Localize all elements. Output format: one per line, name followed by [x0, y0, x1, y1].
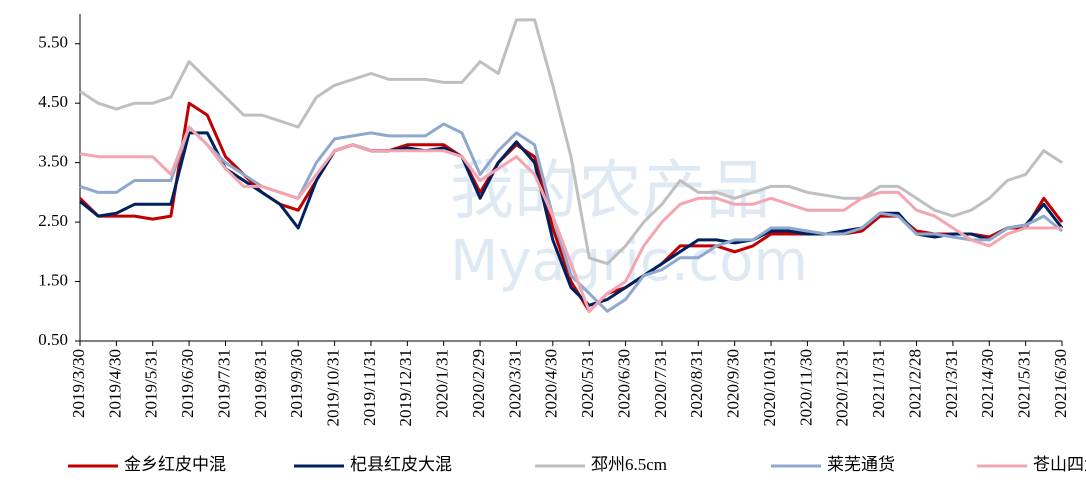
legend-label: 金乡红皮中混	[124, 455, 226, 474]
x-tick-label: 2021/3/31	[942, 349, 961, 418]
x-tick-label: 2019/6/30	[178, 349, 197, 418]
legend-label: 苍山四六瓣	[1033, 455, 1086, 474]
x-tick-label: 2021/2/28	[905, 349, 924, 418]
legend-label: 莱芜通货	[827, 455, 895, 474]
x-tick-label: 2020/2/29	[469, 349, 488, 418]
x-tick-label: 2019/9/30	[287, 349, 306, 418]
x-tick-label: 2021/5/31	[1015, 349, 1034, 418]
x-tick-label: 2020/12/31	[833, 349, 852, 426]
legend-label: 杞县红皮大混	[350, 455, 452, 474]
y-tick-label: 4.50	[38, 92, 68, 111]
x-tick-label: 2019/7/31	[214, 349, 233, 418]
x-tick-label: 2020/7/31	[651, 349, 670, 418]
series-line	[79, 18, 1063, 266]
x-tick-label: 2021/6/30	[1051, 349, 1070, 418]
x-tick-label: 2020/8/31	[687, 349, 706, 418]
x-tick-label: 2020/6/30	[614, 349, 633, 418]
x-tick-label: 2020/1/31	[433, 349, 452, 418]
x-tick-label: 2021/1/31	[869, 349, 888, 418]
x-tick-label: 2019/11/31	[360, 349, 379, 426]
y-tick-label: 1.50	[38, 270, 68, 289]
series-line	[79, 122, 1063, 313]
series-line	[79, 125, 1062, 313]
x-tick-label: 2020/3/31	[505, 349, 524, 418]
x-tick-label: 2020/10/31	[760, 349, 779, 426]
legend-label: 邳州6.5cm	[591, 455, 667, 474]
x-tick-label: 2019/5/31	[142, 349, 161, 418]
y-tick-label: 3.50	[38, 152, 68, 171]
y-tick-label: 5.50	[38, 33, 68, 52]
y-tick-label: 2.50	[38, 211, 68, 230]
x-tick-label: 2020/4/30	[542, 349, 561, 418]
x-tick-label: 2019/10/31	[323, 349, 342, 426]
x-tick-label: 2020/11/30	[796, 349, 815, 426]
x-tick-label: 2020/9/30	[724, 349, 743, 418]
x-tick-label: 2020/5/31	[578, 349, 597, 418]
y-tick-label: 0.50	[38, 330, 68, 349]
x-tick-label: 2019/12/31	[396, 349, 415, 426]
x-tick-label: 2019/3/30	[69, 349, 88, 418]
x-tick-label: 2019/8/31	[251, 349, 270, 418]
x-tick-label: 2021/4/30	[978, 349, 997, 418]
x-tick-label: 2019/4/30	[105, 349, 124, 418]
series-line	[79, 131, 1064, 307]
